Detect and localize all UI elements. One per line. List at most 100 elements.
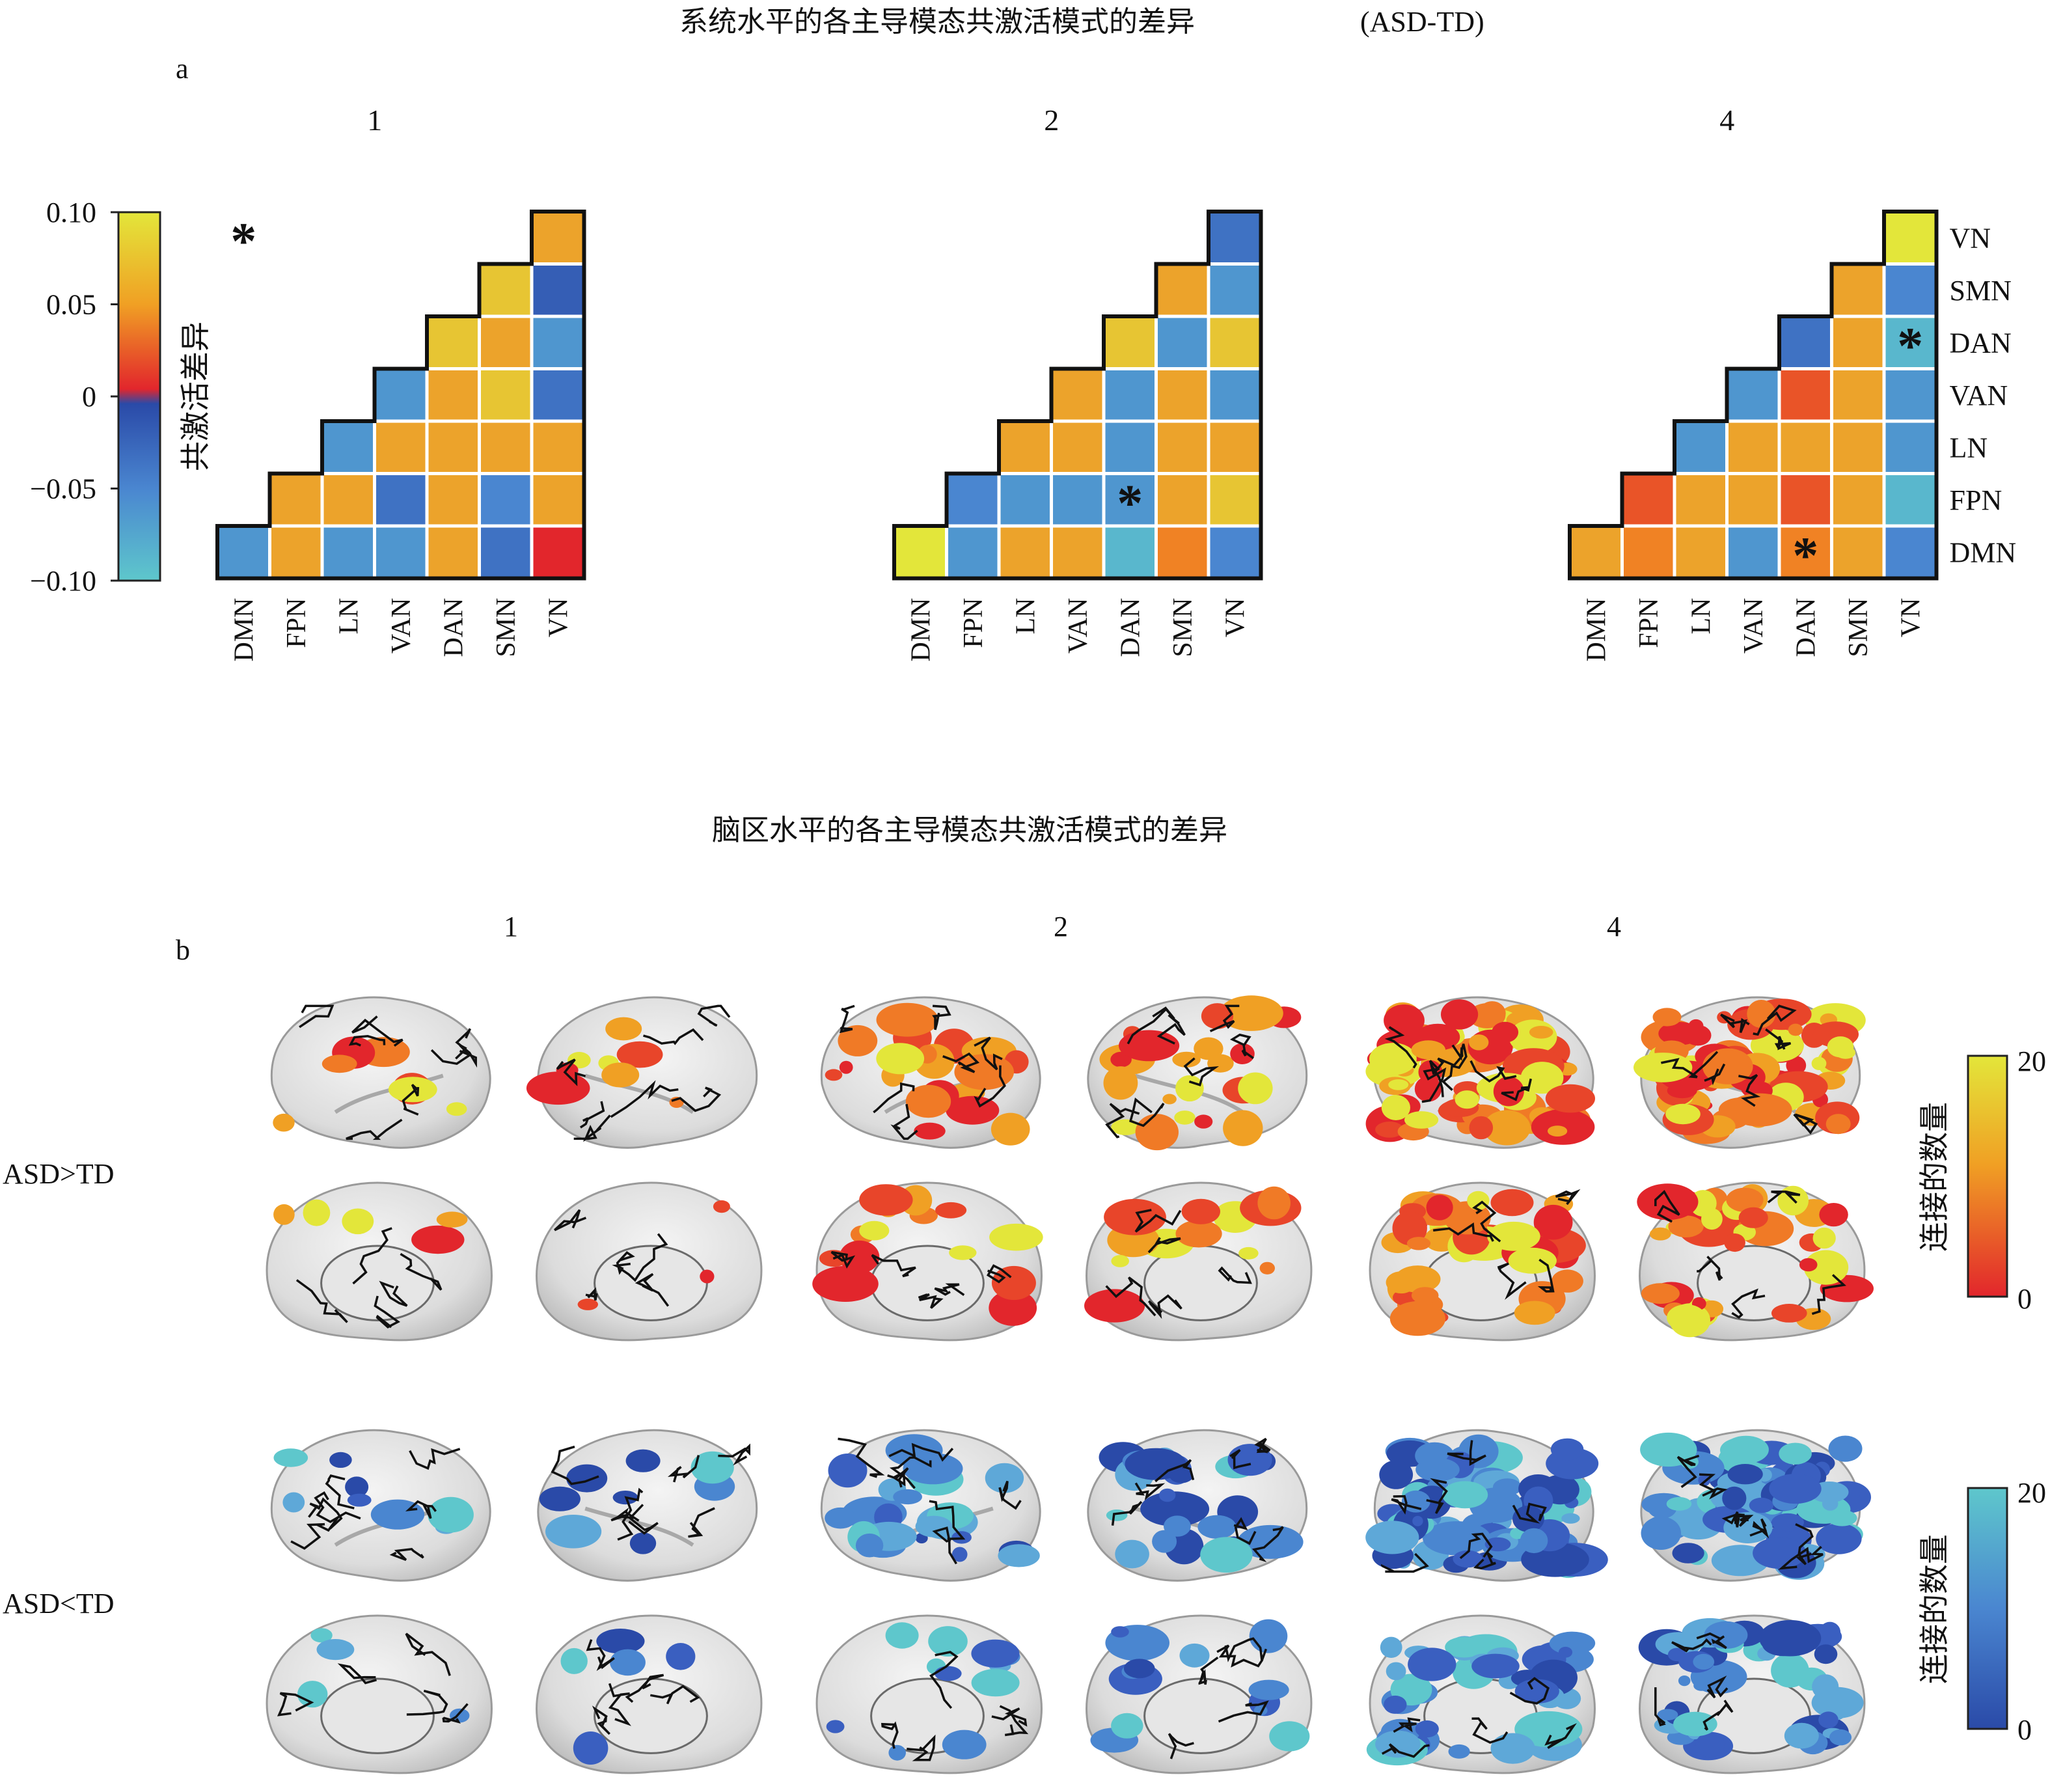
heatmap-cell [1725,367,1781,423]
heatmap-cell [425,314,481,370]
activation-region [1492,1021,1519,1043]
heatmap-cell [1207,210,1263,266]
activation-region [1723,1435,1769,1464]
heatmap-cell [530,262,586,318]
activation-region [1471,1653,1520,1679]
network-boundary [688,1507,715,1538]
heatmap-x-tick-label: VN [543,598,573,638]
activation-region [1111,1255,1129,1267]
network-boundary [1721,1511,1745,1525]
network-boundary [1168,1733,1194,1759]
activation-region [1811,1056,1827,1070]
activation-region [700,1269,715,1284]
activation-region [273,1448,308,1467]
activation-region [666,1643,696,1670]
heatmap-cell [1673,472,1729,528]
activation-region [1411,1287,1439,1304]
heatmap-x-tick-label: VAN [1739,598,1769,654]
activation-region [1753,1537,1807,1569]
heatmap-cell [478,472,534,528]
network-boundary [455,1028,477,1068]
heatmap-cell [373,472,429,528]
activation-region [1386,1662,1406,1681]
activation-region [991,1112,1030,1146]
network-boundary [1155,1459,1195,1483]
activation-region [345,1476,369,1498]
activation-region [450,1708,470,1723]
activation-region [876,1002,938,1037]
network-boundary [1699,1473,1728,1500]
activation-region [1665,1103,1701,1125]
heatmap-cell [1777,367,1833,423]
brain-medial-wall [1143,1677,1258,1754]
activation-region [428,1496,474,1533]
network-boundary [308,1497,343,1530]
activation-region [601,1062,640,1088]
activation-region [1238,1072,1273,1105]
activation-region [1672,1543,1704,1564]
activation-region [577,1299,598,1310]
activation-region [1223,1110,1263,1146]
activation-region [1380,1636,1402,1658]
network-boundary [1753,1004,1797,1036]
brain-view [1638,1614,1866,1774]
network-boundary [991,1707,1028,1727]
activation-region [1249,1619,1288,1653]
heatmap-title: 1 [367,103,382,137]
activation-region [1799,1258,1818,1272]
network-boundary [1661,1051,1719,1079]
heatmap-cell [320,472,376,528]
network-boundary [1472,1200,1501,1243]
heatmap-x-tick-label: SMN [491,598,521,657]
activation-region [1415,1720,1439,1738]
activation-region [1238,1247,1259,1260]
activation-region [1837,1442,1857,1455]
network-boundary [907,1734,936,1761]
network-boundary [1731,1288,1766,1319]
colorbar-negative-min: 0 [2017,1714,2032,1746]
network-boundary [1218,1700,1269,1723]
network-boundary [871,1254,916,1278]
activation-region [1487,1221,1540,1251]
activation-region [1520,1528,1548,1554]
activation-region [839,1060,853,1074]
activation-region [893,1489,922,1505]
network-boundary [389,1547,424,1562]
activation-region [342,1208,374,1235]
heatmap-cell [320,419,376,475]
network-boundary [556,1058,586,1086]
activation-region [1825,1114,1851,1135]
network-boundary [442,1703,469,1724]
brain-surface [270,996,491,1149]
activation-region [855,1533,884,1558]
heatmap-x-tick-label: FPN [1634,598,1664,648]
activation-region [1827,1036,1854,1058]
network-boundary [592,1705,610,1735]
activation-region [942,1730,987,1759]
network-boundary [1720,1013,1750,1033]
network-boundary [1702,1700,1734,1731]
heatmap-x-tick-label: DAN [439,598,469,657]
network-boundary [1671,1638,1712,1653]
activation-region [1695,1732,1725,1758]
activation-region [859,1184,913,1216]
brain-view [1365,1429,1608,1582]
activation-region [1230,1043,1255,1064]
activation-region [1369,1043,1417,1075]
network-boundary [1251,1526,1284,1563]
heatmap-4: 4 * * DMN FPN LN VAN DAN SMN VN VN SMN DAN VAN LN FPN DM… [1568,103,2016,662]
activation-region [1649,1227,1671,1241]
brain-view [1084,1181,1313,1342]
heatmap-cell [1207,262,1263,318]
heatmap-cell [1882,419,1938,475]
colorbar-a-tick-label: 0.05 [46,289,96,321]
activation-region [1172,1051,1201,1068]
activation-region [303,1199,331,1226]
activation-region [1668,1215,1704,1237]
heatmap-cell [1777,419,1833,475]
activation-region [1550,1438,1584,1461]
activation-region [1111,1626,1129,1638]
network-boundary [573,1114,611,1142]
network-boundary [830,1250,856,1269]
network-boundary [277,1692,314,1716]
